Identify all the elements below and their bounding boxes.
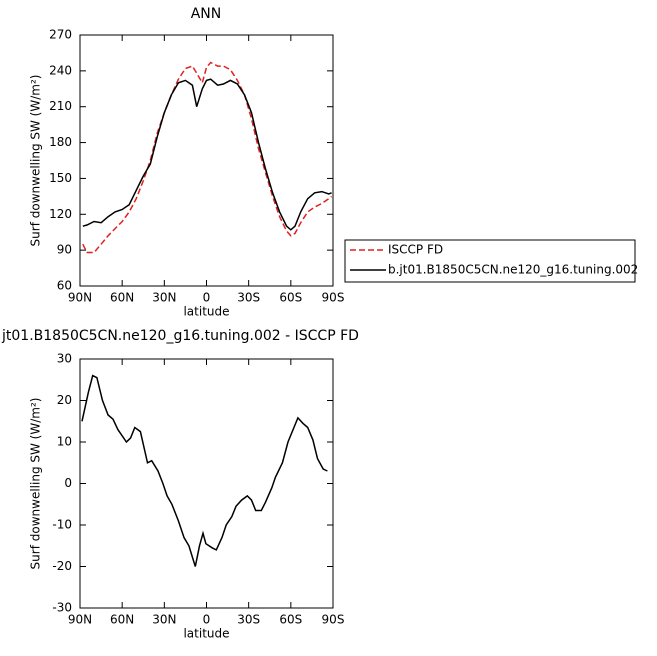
- x-tick-label: 30N: [152, 613, 176, 627]
- y-tick-label: 180: [49, 135, 72, 149]
- y-axis-label: Surf downwelling SW (W/m²): [29, 75, 43, 247]
- data-line: [82, 61, 333, 254]
- chart-title: jt01.B1850C5CN.ne120_g16.tuning.002 - IS…: [1, 328, 359, 344]
- x-tick-label: 0: [203, 613, 211, 627]
- legend-box: [344, 239, 636, 283]
- x-tick-label: 90N: [68, 613, 92, 627]
- legend-label: ISCCP FD: [388, 243, 443, 257]
- x-tick-label: 30N: [152, 291, 176, 305]
- chart-title: ANN: [191, 6, 222, 22]
- x-tick-label: 0: [203, 291, 211, 305]
- y-tick-label: 210: [49, 99, 72, 113]
- y-tick-label: 270: [49, 28, 72, 42]
- x-tick-label: 30S: [237, 291, 260, 305]
- y-tick-label: 90: [57, 243, 72, 257]
- x-axis-label: latitude: [183, 305, 229, 319]
- legend-label: b.jt01.B1850C5CN.ne120_g16.tuning.002: [388, 263, 638, 277]
- plot-frame: [79, 34, 334, 287]
- x-axis-label: latitude: [183, 627, 229, 641]
- y-tick-label: 20: [57, 393, 72, 407]
- y-tick-label: 10: [57, 435, 72, 449]
- y-axis-label: Surf downwelling SW (W/m²): [29, 398, 43, 570]
- y-tick-label: 30: [57, 352, 72, 366]
- plot-frame: [79, 358, 334, 609]
- x-tick-label: 30S: [237, 613, 260, 627]
- y-tick-label: 150: [49, 171, 72, 185]
- data-line: [81, 374, 328, 567]
- data-line: [82, 78, 332, 231]
- y-tick-label: -20: [52, 559, 72, 573]
- x-tick-label: 60S: [279, 613, 302, 627]
- y-tick-label: 0: [64, 476, 72, 490]
- x-tick-label: 60N: [110, 291, 134, 305]
- y-tick-label: 60: [57, 279, 72, 293]
- y-tick-label: 120: [49, 207, 72, 221]
- y-tick-label: -10: [52, 518, 72, 532]
- x-tick-label: 90S: [322, 613, 345, 627]
- x-tick-label: 60S: [279, 291, 302, 305]
- x-tick-label: 90N: [68, 291, 92, 305]
- x-tick-label: 60N: [110, 613, 134, 627]
- y-tick-label: 240: [49, 63, 72, 77]
- x-tick-label: 90S: [322, 291, 345, 305]
- y-tick-label: -30: [52, 601, 72, 615]
